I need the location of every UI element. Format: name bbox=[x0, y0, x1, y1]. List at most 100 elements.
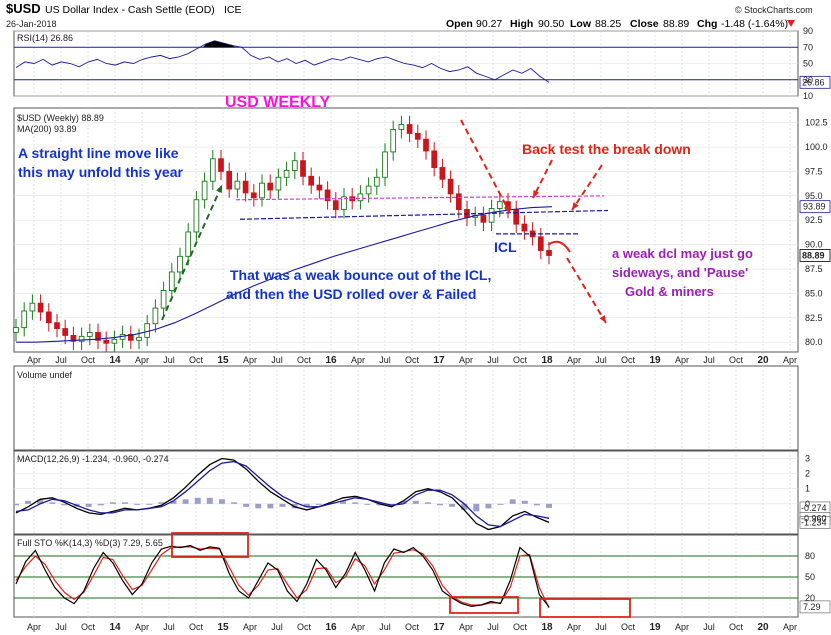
x-tick-label: Apr bbox=[783, 355, 797, 365]
candle-body bbox=[447, 178, 454, 195]
candle-body bbox=[160, 290, 167, 309]
candle-body bbox=[300, 160, 306, 177]
x-tick-label: Apr bbox=[135, 355, 149, 365]
volume-legend: Volume undef bbox=[17, 370, 73, 380]
candle-body bbox=[250, 192, 257, 199]
sto-y-tick: 50 bbox=[805, 572, 815, 582]
x-tick-label: Jul bbox=[163, 622, 175, 632]
x-tick-label: Apr bbox=[783, 622, 797, 632]
macd-histogram-bar bbox=[206, 497, 213, 504]
macd-histogram-bar bbox=[352, 502, 359, 504]
x-tick-label: 20 bbox=[757, 355, 769, 366]
x-tick-label: Oct bbox=[189, 355, 204, 365]
panel-sto bbox=[13, 534, 799, 618]
sto-highlight-box-oversold bbox=[449, 596, 519, 614]
macd-histogram-bar bbox=[109, 502, 116, 504]
x-tick-label: 14 bbox=[109, 622, 121, 633]
candle-body bbox=[324, 189, 331, 202]
green-arrow bbox=[161, 184, 223, 321]
candle-body bbox=[37, 302, 44, 313]
price-y-tick: 95.0 bbox=[805, 191, 823, 201]
red-arrow-projection bbox=[566, 257, 607, 324]
x-tick-label: Oct bbox=[729, 355, 744, 365]
candle-body bbox=[152, 307, 159, 325]
x-tick-label: 20 bbox=[757, 622, 769, 633]
macd-histogram-bar bbox=[315, 503, 322, 505]
macd-histogram-bar bbox=[376, 503, 383, 506]
candle-body bbox=[45, 311, 52, 324]
candle-body bbox=[357, 193, 364, 202]
macd-histogram-bar bbox=[255, 503, 262, 509]
candle-body bbox=[78, 335, 85, 342]
price-y-tick: 90.0 bbox=[805, 240, 823, 250]
high-value: 90.50 bbox=[538, 18, 564, 30]
candle-body bbox=[267, 182, 274, 191]
rsi-y-tick: 50 bbox=[803, 59, 813, 69]
sto-current-label: 7.29 bbox=[803, 602, 821, 612]
macd-histogram-bar bbox=[533, 503, 540, 506]
x-tick-label: Jul bbox=[55, 355, 67, 365]
x-tick-label: 15 bbox=[217, 355, 229, 366]
candle-body bbox=[242, 180, 249, 194]
candle-body bbox=[127, 333, 134, 341]
macd-histogram-bar bbox=[340, 500, 347, 504]
x-tick-label: Apr bbox=[459, 622, 473, 632]
x-tick-label: Jul bbox=[703, 355, 715, 365]
x-tick-label: Oct bbox=[621, 622, 636, 632]
candle-body bbox=[62, 328, 69, 336]
annotation-text: a weak dcl may just go bbox=[612, 246, 753, 261]
x-tick-label: 14 bbox=[109, 355, 121, 366]
resistance-line bbox=[235, 195, 605, 201]
open-value: 90.27 bbox=[476, 18, 502, 30]
red-arrow-backtest-2-head bbox=[572, 202, 579, 210]
macd-histogram-bar bbox=[134, 503, 141, 505]
candle-body bbox=[365, 185, 372, 195]
candle-body bbox=[234, 180, 241, 190]
close-value: 88.89 bbox=[663, 18, 689, 30]
down-triangle-icon bbox=[787, 20, 795, 27]
candle-body bbox=[86, 332, 93, 337]
candle-body bbox=[308, 175, 315, 186]
x-tick-label: Oct bbox=[81, 355, 96, 365]
annotation-text: Back test the break down bbox=[522, 141, 691, 157]
x-tick-label: Apr bbox=[243, 355, 257, 365]
candle-body bbox=[546, 250, 552, 256]
candle-body bbox=[111, 338, 118, 344]
legends: RSI(14) 26.86 $USD (Weekly) 88.89MA(200) … bbox=[17, 33, 169, 548]
macd-y-tick: 3 bbox=[805, 454, 810, 464]
x-tick-label: Oct bbox=[621, 355, 636, 365]
sto-y-tick: 80 bbox=[805, 551, 815, 561]
candle-body bbox=[414, 132, 421, 140]
red-arrow-projection-head bbox=[599, 315, 606, 323]
candle-body bbox=[275, 176, 282, 191]
candle-body bbox=[70, 334, 77, 342]
candle-body bbox=[341, 196, 347, 210]
macd-histogram-bar bbox=[182, 499, 189, 504]
macd-value-label: -1.234 bbox=[801, 517, 827, 527]
x-tick-label: 17 bbox=[433, 622, 445, 633]
x-tick-label: Jul bbox=[595, 622, 607, 632]
candle-body bbox=[21, 310, 28, 329]
x-tick-label: 19 bbox=[649, 622, 661, 633]
annotation-text: this may unfold this year bbox=[18, 164, 183, 180]
candle-body bbox=[398, 124, 405, 130]
x-tick-label: 16 bbox=[325, 622, 337, 633]
candle-body bbox=[95, 332, 101, 341]
macd-histogram-bar bbox=[412, 500, 419, 504]
panel-macd bbox=[13, 450, 799, 535]
x-tick-label: Oct bbox=[513, 355, 528, 365]
panel-vol bbox=[13, 365, 799, 451]
price-y-tick: 97.5 bbox=[805, 166, 823, 176]
macd-y-tick: 1 bbox=[805, 484, 810, 494]
macd-histogram-bar bbox=[279, 503, 286, 507]
x-tick-label: Apr bbox=[135, 622, 149, 632]
macd-histogram-bar bbox=[231, 502, 238, 504]
red-arrow-backtest-2 bbox=[571, 164, 603, 211]
candle-body bbox=[455, 193, 462, 210]
x-tick-label: Jul bbox=[163, 355, 175, 365]
sto-highlight-box-legend bbox=[171, 532, 249, 558]
rsi-y-tick: 10 bbox=[803, 91, 813, 101]
x-tick-label: Apr bbox=[27, 355, 41, 365]
red-arrow-backtest-1-head bbox=[533, 190, 540, 198]
